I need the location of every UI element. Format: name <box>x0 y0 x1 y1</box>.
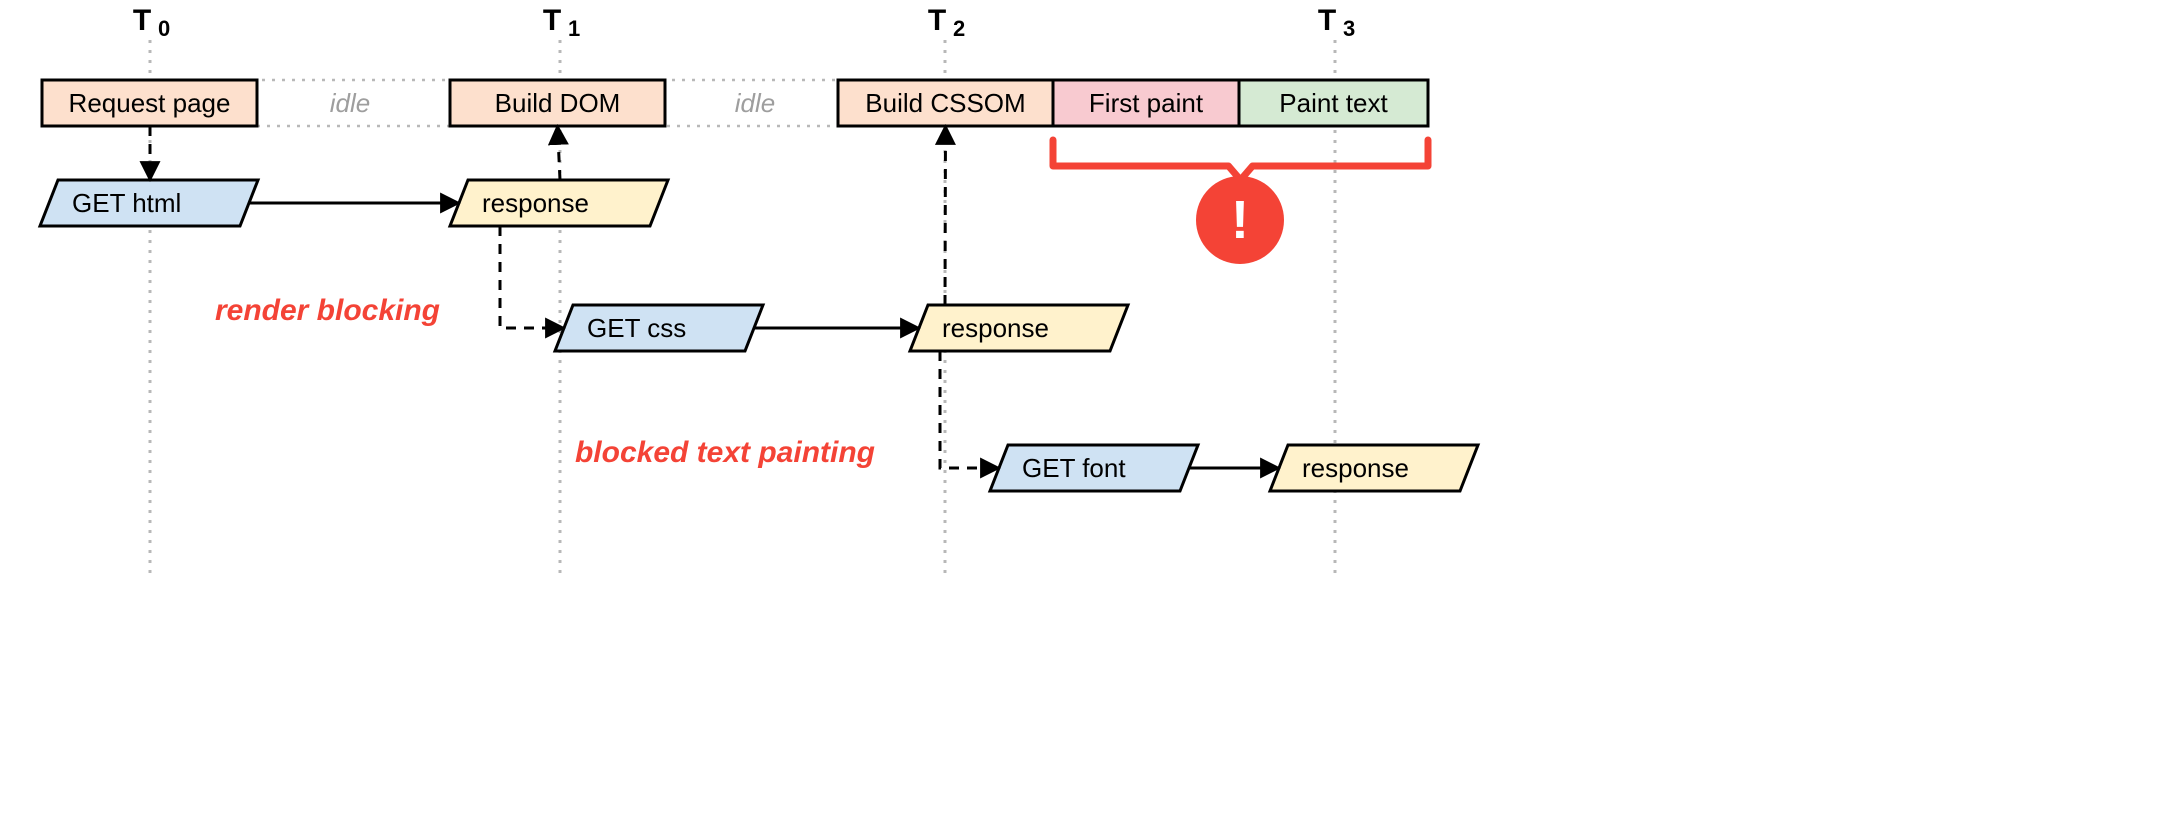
get-css-label: GET css <box>587 313 686 343</box>
arrow <box>558 126 561 180</box>
render-blocking: render blocking <box>215 294 440 327</box>
resp-html-label: response <box>482 188 589 218</box>
resp-font-label: response <box>1302 453 1409 483</box>
arrow <box>940 351 999 468</box>
request-page-label: Request page <box>69 88 231 118</box>
get-font-label: GET font <box>1022 453 1126 483</box>
svg-text:T: T <box>1318 4 1336 37</box>
svg-text:T: T <box>133 4 151 37</box>
svg-text:T: T <box>543 4 561 37</box>
svg-text:1: 1 <box>568 16 580 41</box>
build-dom-label: Build DOM <box>495 88 621 118</box>
first-paint-label: First paint <box>1089 88 1204 118</box>
time-label: T3 <box>1318 4 1355 41</box>
svg-text:3: 3 <box>1343 16 1355 41</box>
idle-label: idle <box>735 88 775 118</box>
build-cssom-label: Build CSSOM <box>865 88 1025 118</box>
paint-text-label: Paint text <box>1279 88 1388 118</box>
timeline-diagram: T0T1T2T3Request pageBuild DOMBuild CSSOM… <box>0 0 1560 600</box>
svg-text:2: 2 <box>953 16 965 41</box>
time-label: T0 <box>133 4 170 41</box>
get-html-label: GET html <box>72 188 181 218</box>
time-label: T1 <box>543 4 580 41</box>
paint-bracket <box>1053 140 1428 180</box>
idle-label: idle <box>330 88 370 118</box>
time-label: T2 <box>928 4 965 41</box>
arrow <box>945 126 946 305</box>
svg-text:T: T <box>928 4 946 37</box>
warning-icon: ! <box>1231 190 1249 250</box>
arrow <box>500 226 564 328</box>
blocked-text-painting: blocked text painting <box>575 436 875 469</box>
resp-css-label: response <box>942 313 1049 343</box>
svg-text:0: 0 <box>158 16 170 41</box>
